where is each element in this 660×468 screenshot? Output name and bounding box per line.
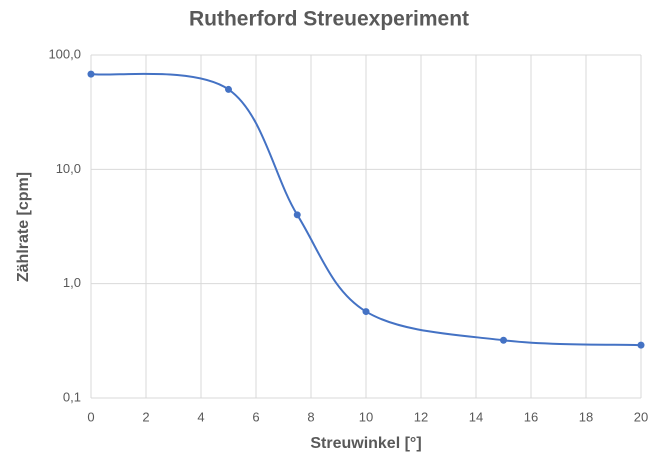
x-tick-label: 4	[197, 409, 204, 424]
x-tick-label: 14	[469, 409, 483, 424]
x-tick-label: 2	[142, 409, 149, 424]
x-tick-label: 8	[307, 409, 314, 424]
data-point	[87, 70, 95, 78]
x-tick-label: 10	[359, 409, 373, 424]
y-tick-label: 1,0	[63, 275, 81, 290]
x-tick-label: 20	[634, 409, 648, 424]
x-axis-title: Streuwinkel [°]	[310, 435, 421, 452]
x-tick-label: 12	[414, 409, 428, 424]
y-tick-label: 0,1	[63, 389, 81, 404]
x-tick-label: 6	[252, 409, 259, 424]
y-tick-label: 100,0	[48, 46, 81, 61]
x-tick-label: 18	[579, 409, 593, 424]
y-axis-title: Zählrate [cpm]	[15, 172, 32, 282]
x-tick-label: 16	[524, 409, 538, 424]
data-point	[225, 85, 232, 93]
data-point	[500, 336, 507, 344]
y-tick-label: 10,0	[56, 161, 81, 176]
data-point	[293, 211, 301, 219]
series-line	[90, 72, 642, 347]
data-point	[637, 341, 645, 349]
x-tick-label: 0	[87, 409, 94, 424]
chart-title: Rutherford Streuexperiment	[189, 8, 469, 31]
data-point	[362, 308, 370, 316]
